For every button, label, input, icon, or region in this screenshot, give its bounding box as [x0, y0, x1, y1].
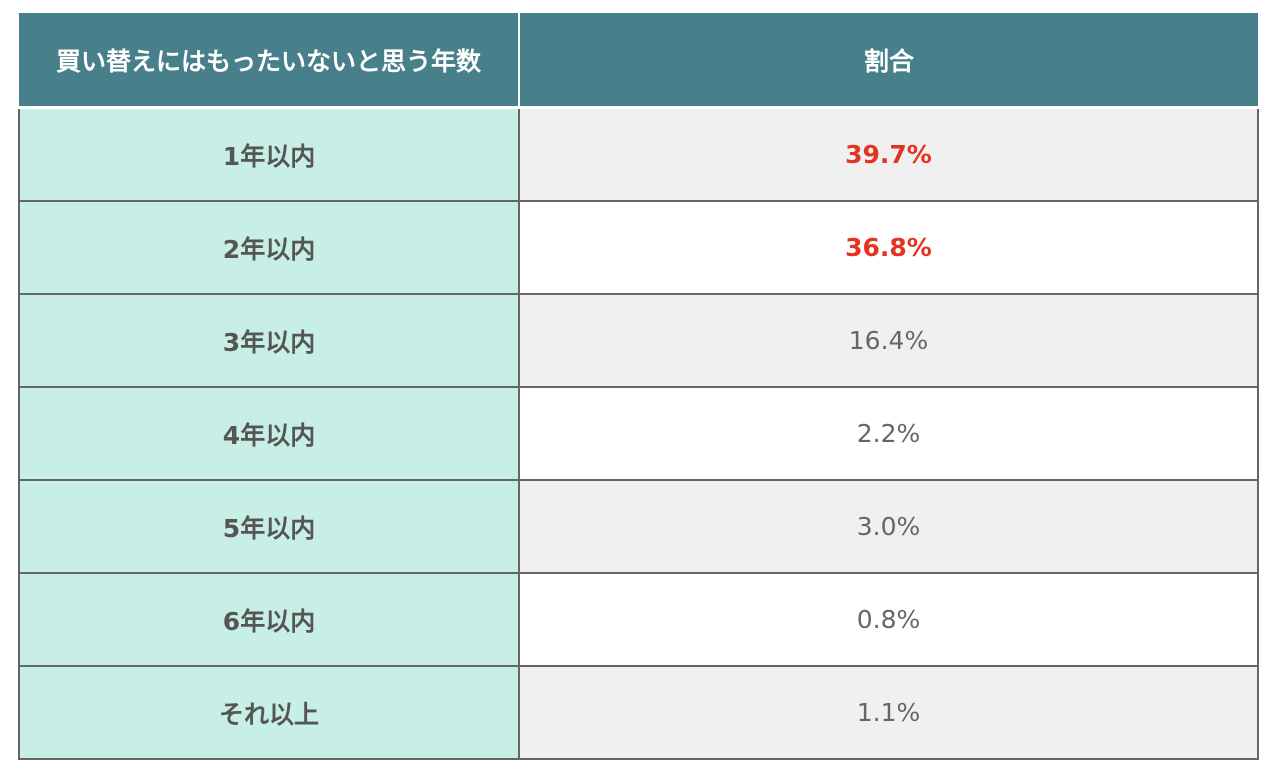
row-value: 0.8%	[518, 572, 1259, 667]
table-row: 3年以内 16.4%	[18, 293, 1259, 388]
row-label: 2年以内	[18, 200, 520, 295]
row-label: 6年以内	[18, 572, 520, 667]
row-value: 36.8%	[518, 200, 1259, 295]
row-value: 3.0%	[518, 479, 1259, 574]
table-row: 2年以内 36.8%	[18, 200, 1259, 295]
table-row: 4年以内 2.2%	[18, 386, 1259, 481]
table-row: 5年以内 3.0%	[18, 479, 1259, 574]
table-row: 6年以内 0.8%	[18, 572, 1259, 667]
row-label: 1年以内	[18, 106, 520, 202]
survey-table: 買い替えにはもったいないと思う年数 割合 1年以内 39.7% 2年以内 36.…	[18, 13, 1259, 760]
row-value: 1.1%	[518, 665, 1259, 760]
row-value: 16.4%	[518, 293, 1259, 388]
table-row: 1年以内 39.7%	[18, 106, 1259, 202]
row-value: 2.2%	[518, 386, 1259, 481]
header-row: 買い替えにはもったいないと思う年数 割合	[19, 13, 1258, 109]
row-label: 4年以内	[18, 386, 520, 481]
column-header-years: 買い替えにはもったいないと思う年数	[19, 13, 520, 109]
table-row: それ以上 1.1%	[18, 665, 1259, 760]
row-label: それ以上	[18, 665, 520, 760]
row-label: 3年以内	[18, 293, 520, 388]
column-header-ratio: 割合	[519, 13, 1258, 109]
row-label: 5年以内	[18, 479, 520, 574]
row-value: 39.7%	[518, 106, 1259, 202]
